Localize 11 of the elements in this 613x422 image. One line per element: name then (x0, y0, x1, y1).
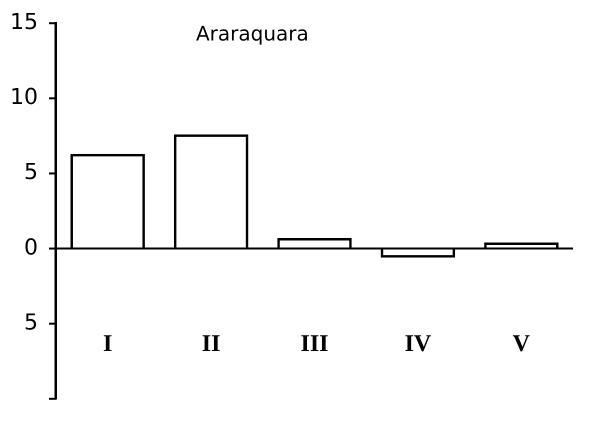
y-tick-label: 5 (24, 310, 38, 336)
x-tick-label: III (300, 331, 329, 358)
y-tick-label: 10 (10, 85, 38, 110)
chart-title: Araraquara (196, 21, 309, 46)
x-tick-label: I (103, 331, 112, 358)
x-tick-label: V (512, 331, 531, 358)
y-tick-label: 5 (24, 160, 38, 186)
y-tick-label: 15 (10, 10, 38, 35)
x-tick-label: IV (404, 331, 432, 358)
x-tick-label: II (202, 331, 220, 358)
y-tick-label: 0 (24, 235, 38, 260)
